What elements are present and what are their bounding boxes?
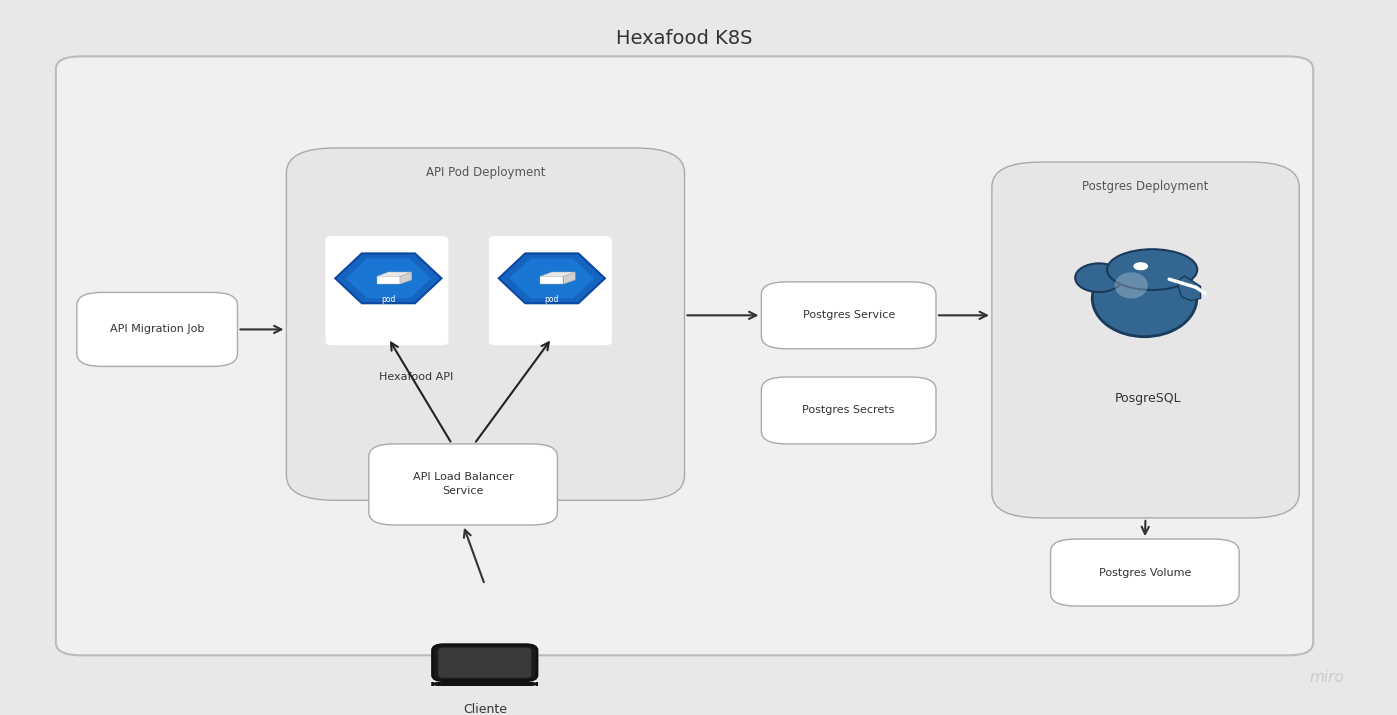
FancyBboxPatch shape — [489, 236, 612, 345]
FancyBboxPatch shape — [761, 377, 936, 444]
Text: Hexafood K8S: Hexafood K8S — [616, 29, 753, 48]
Text: Postgres Secrets: Postgres Secrets — [802, 405, 895, 415]
Text: Postgres Deployment: Postgres Deployment — [1083, 179, 1208, 192]
Polygon shape — [377, 272, 412, 277]
FancyBboxPatch shape — [761, 282, 936, 349]
FancyBboxPatch shape — [369, 444, 557, 525]
Text: pod: pod — [545, 295, 559, 304]
FancyBboxPatch shape — [326, 236, 448, 345]
FancyBboxPatch shape — [433, 682, 536, 686]
Text: API Migration Job: API Migration Job — [110, 325, 204, 335]
Ellipse shape — [1115, 272, 1148, 299]
FancyBboxPatch shape — [992, 162, 1299, 518]
Polygon shape — [335, 253, 441, 303]
FancyBboxPatch shape — [433, 645, 536, 681]
Polygon shape — [441, 681, 528, 684]
FancyBboxPatch shape — [1051, 539, 1239, 606]
Text: Cliente: Cliente — [462, 703, 507, 715]
Text: Postgres Volume: Postgres Volume — [1098, 568, 1192, 578]
Polygon shape — [377, 277, 400, 284]
FancyBboxPatch shape — [286, 148, 685, 500]
Polygon shape — [510, 258, 594, 298]
Polygon shape — [541, 277, 563, 284]
Polygon shape — [541, 272, 576, 277]
FancyBboxPatch shape — [56, 56, 1313, 656]
FancyBboxPatch shape — [77, 292, 237, 366]
Text: PosgreSQL: PosgreSQL — [1115, 392, 1182, 405]
Ellipse shape — [1134, 263, 1147, 270]
Polygon shape — [1176, 276, 1200, 301]
FancyBboxPatch shape — [439, 648, 531, 678]
Polygon shape — [400, 272, 412, 284]
Text: API Pod Deployment: API Pod Deployment — [426, 166, 545, 179]
Ellipse shape — [1076, 263, 1123, 292]
Text: API Load Balancer
Service: API Load Balancer Service — [412, 473, 514, 496]
Ellipse shape — [1092, 260, 1197, 337]
Text: pod: pod — [381, 295, 395, 304]
Text: Postgres Service: Postgres Service — [802, 310, 895, 320]
Polygon shape — [346, 258, 430, 298]
Ellipse shape — [1106, 250, 1197, 290]
Text: Hexafood API: Hexafood API — [379, 372, 454, 382]
Polygon shape — [563, 272, 576, 284]
Polygon shape — [499, 253, 605, 303]
Text: miro: miro — [1309, 671, 1344, 686]
